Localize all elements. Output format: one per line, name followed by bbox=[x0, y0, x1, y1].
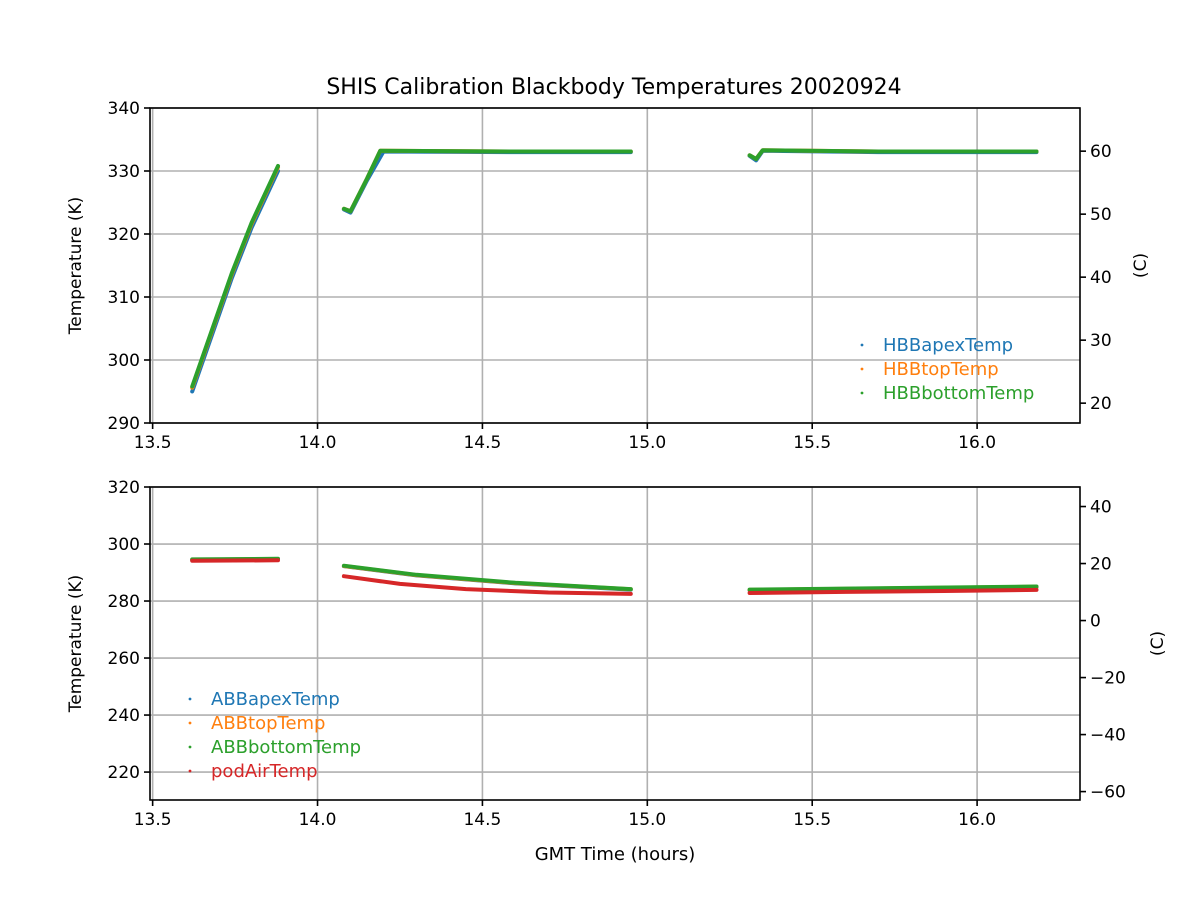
legend-label: podAirTemp bbox=[211, 761, 318, 782]
legend-label: HBBbottomTemp bbox=[883, 383, 1034, 404]
y-axis-label: Temperature (K) bbox=[66, 575, 86, 714]
y-tick-label: 300 bbox=[108, 351, 140, 371]
y-axis-label: Temperature (K) bbox=[66, 197, 86, 336]
data-segment bbox=[341, 148, 633, 214]
series-ABBbottomTemp bbox=[190, 556, 1039, 592]
data-segment bbox=[747, 587, 1039, 595]
y-tick-label: 320 bbox=[108, 225, 140, 245]
y-right-tick-label: 40 bbox=[1090, 498, 1112, 518]
y-right-axis-label: (C) bbox=[1148, 631, 1168, 656]
data-segment bbox=[190, 169, 280, 394]
legend-marker bbox=[188, 745, 192, 749]
legend-label: ABBtopTemp bbox=[211, 713, 325, 734]
y-tick-label: 240 bbox=[108, 706, 140, 726]
legend-marker bbox=[860, 367, 864, 371]
x-tick-label: 13.5 bbox=[134, 810, 172, 830]
x-tick-label: 13.5 bbox=[134, 433, 172, 453]
data-segment bbox=[747, 148, 1039, 161]
y-right-tick-label: 30 bbox=[1090, 331, 1112, 351]
y-right-tick-label: 60 bbox=[1090, 142, 1112, 162]
panel-hbb: 13.5 14.0 14.5 15.0 15.5 16.0 290 300 310 320 330 3… bbox=[66, 99, 1151, 453]
y-tick-label: 320 bbox=[108, 478, 140, 498]
y-right-tick-label: −60 bbox=[1090, 783, 1126, 803]
y-right-tick-label: 40 bbox=[1090, 268, 1112, 288]
y-right-axis-label: (C) bbox=[1131, 253, 1151, 278]
data-segment bbox=[190, 558, 280, 563]
x-tick-label: 15.0 bbox=[628, 433, 666, 453]
series-ABBapexTemp bbox=[190, 557, 1039, 593]
y-tick-label: 220 bbox=[108, 763, 140, 783]
legend: HBBapexTemp HBBtopTemp HBBbottomTemp bbox=[860, 335, 1034, 404]
legend-marker bbox=[860, 343, 864, 347]
series-podAirTemp bbox=[190, 558, 1039, 596]
y-tick-label: 330 bbox=[108, 162, 140, 182]
x-tick-label: 15.5 bbox=[793, 433, 831, 453]
x-tick-label: 15.0 bbox=[628, 810, 666, 830]
y-right-tick-label: 20 bbox=[1090, 394, 1112, 414]
data-segment bbox=[341, 574, 633, 596]
y-tick-label: 260 bbox=[108, 649, 140, 669]
legend-label: ABBbottomTemp bbox=[211, 737, 361, 758]
series-HBBbottomTemp bbox=[190, 148, 1039, 389]
data-segment bbox=[341, 148, 633, 214]
x-tick-label: 14.5 bbox=[463, 433, 501, 453]
y-tick-label: 290 bbox=[108, 414, 140, 434]
y-right-tick-label: −20 bbox=[1090, 669, 1126, 689]
x-tick-label: 16.0 bbox=[958, 433, 996, 453]
legend-marker bbox=[860, 391, 864, 395]
data-segment bbox=[341, 563, 633, 592]
x-tick-label: 16.0 bbox=[958, 810, 996, 830]
x-tick-label: 14.5 bbox=[463, 810, 501, 830]
y-tick-label: 280 bbox=[108, 592, 140, 612]
legend: ABBapexTemp ABBtopTemp ABBbottomTemp podAir… bbox=[188, 689, 361, 782]
series-ABBtopTemp bbox=[190, 557, 1039, 592]
y-tick-label: 300 bbox=[108, 535, 140, 555]
legend-label: HBBapexTemp bbox=[883, 335, 1013, 356]
y-tick-label: 340 bbox=[108, 99, 140, 119]
data-segment bbox=[747, 584, 1039, 592]
x-tick-label: 15.5 bbox=[793, 810, 831, 830]
x-tick-label: 14.0 bbox=[299, 433, 337, 453]
y-tick-label: 310 bbox=[108, 288, 140, 308]
x-tick-label: 14.0 bbox=[299, 810, 337, 830]
data-segment bbox=[190, 164, 280, 389]
axes-frame bbox=[149, 486, 1081, 801]
y-right-tick-label: −40 bbox=[1090, 726, 1126, 746]
y-right-tick-label: 50 bbox=[1090, 205, 1112, 225]
chart-title: SHIS Calibration Blackbody Temperatures … bbox=[326, 75, 901, 100]
y-right-tick-label: 20 bbox=[1090, 555, 1112, 575]
legend-marker bbox=[188, 697, 192, 701]
x-axis-label: GMT Time (hours) bbox=[535, 844, 696, 865]
legend-marker bbox=[188, 769, 192, 773]
legend-marker bbox=[188, 721, 192, 725]
y-right-tick-label: 0 bbox=[1090, 612, 1101, 632]
data-segment bbox=[341, 149, 633, 215]
panel-abb: 13.5 14.0 14.5 15.0 15.5 16.0 220 240 260 280 300 3… bbox=[66, 478, 1168, 830]
legend-label: ABBapexTemp bbox=[211, 689, 340, 710]
legend-label: HBBtopTemp bbox=[883, 359, 999, 380]
axes-frame bbox=[149, 107, 1081, 424]
